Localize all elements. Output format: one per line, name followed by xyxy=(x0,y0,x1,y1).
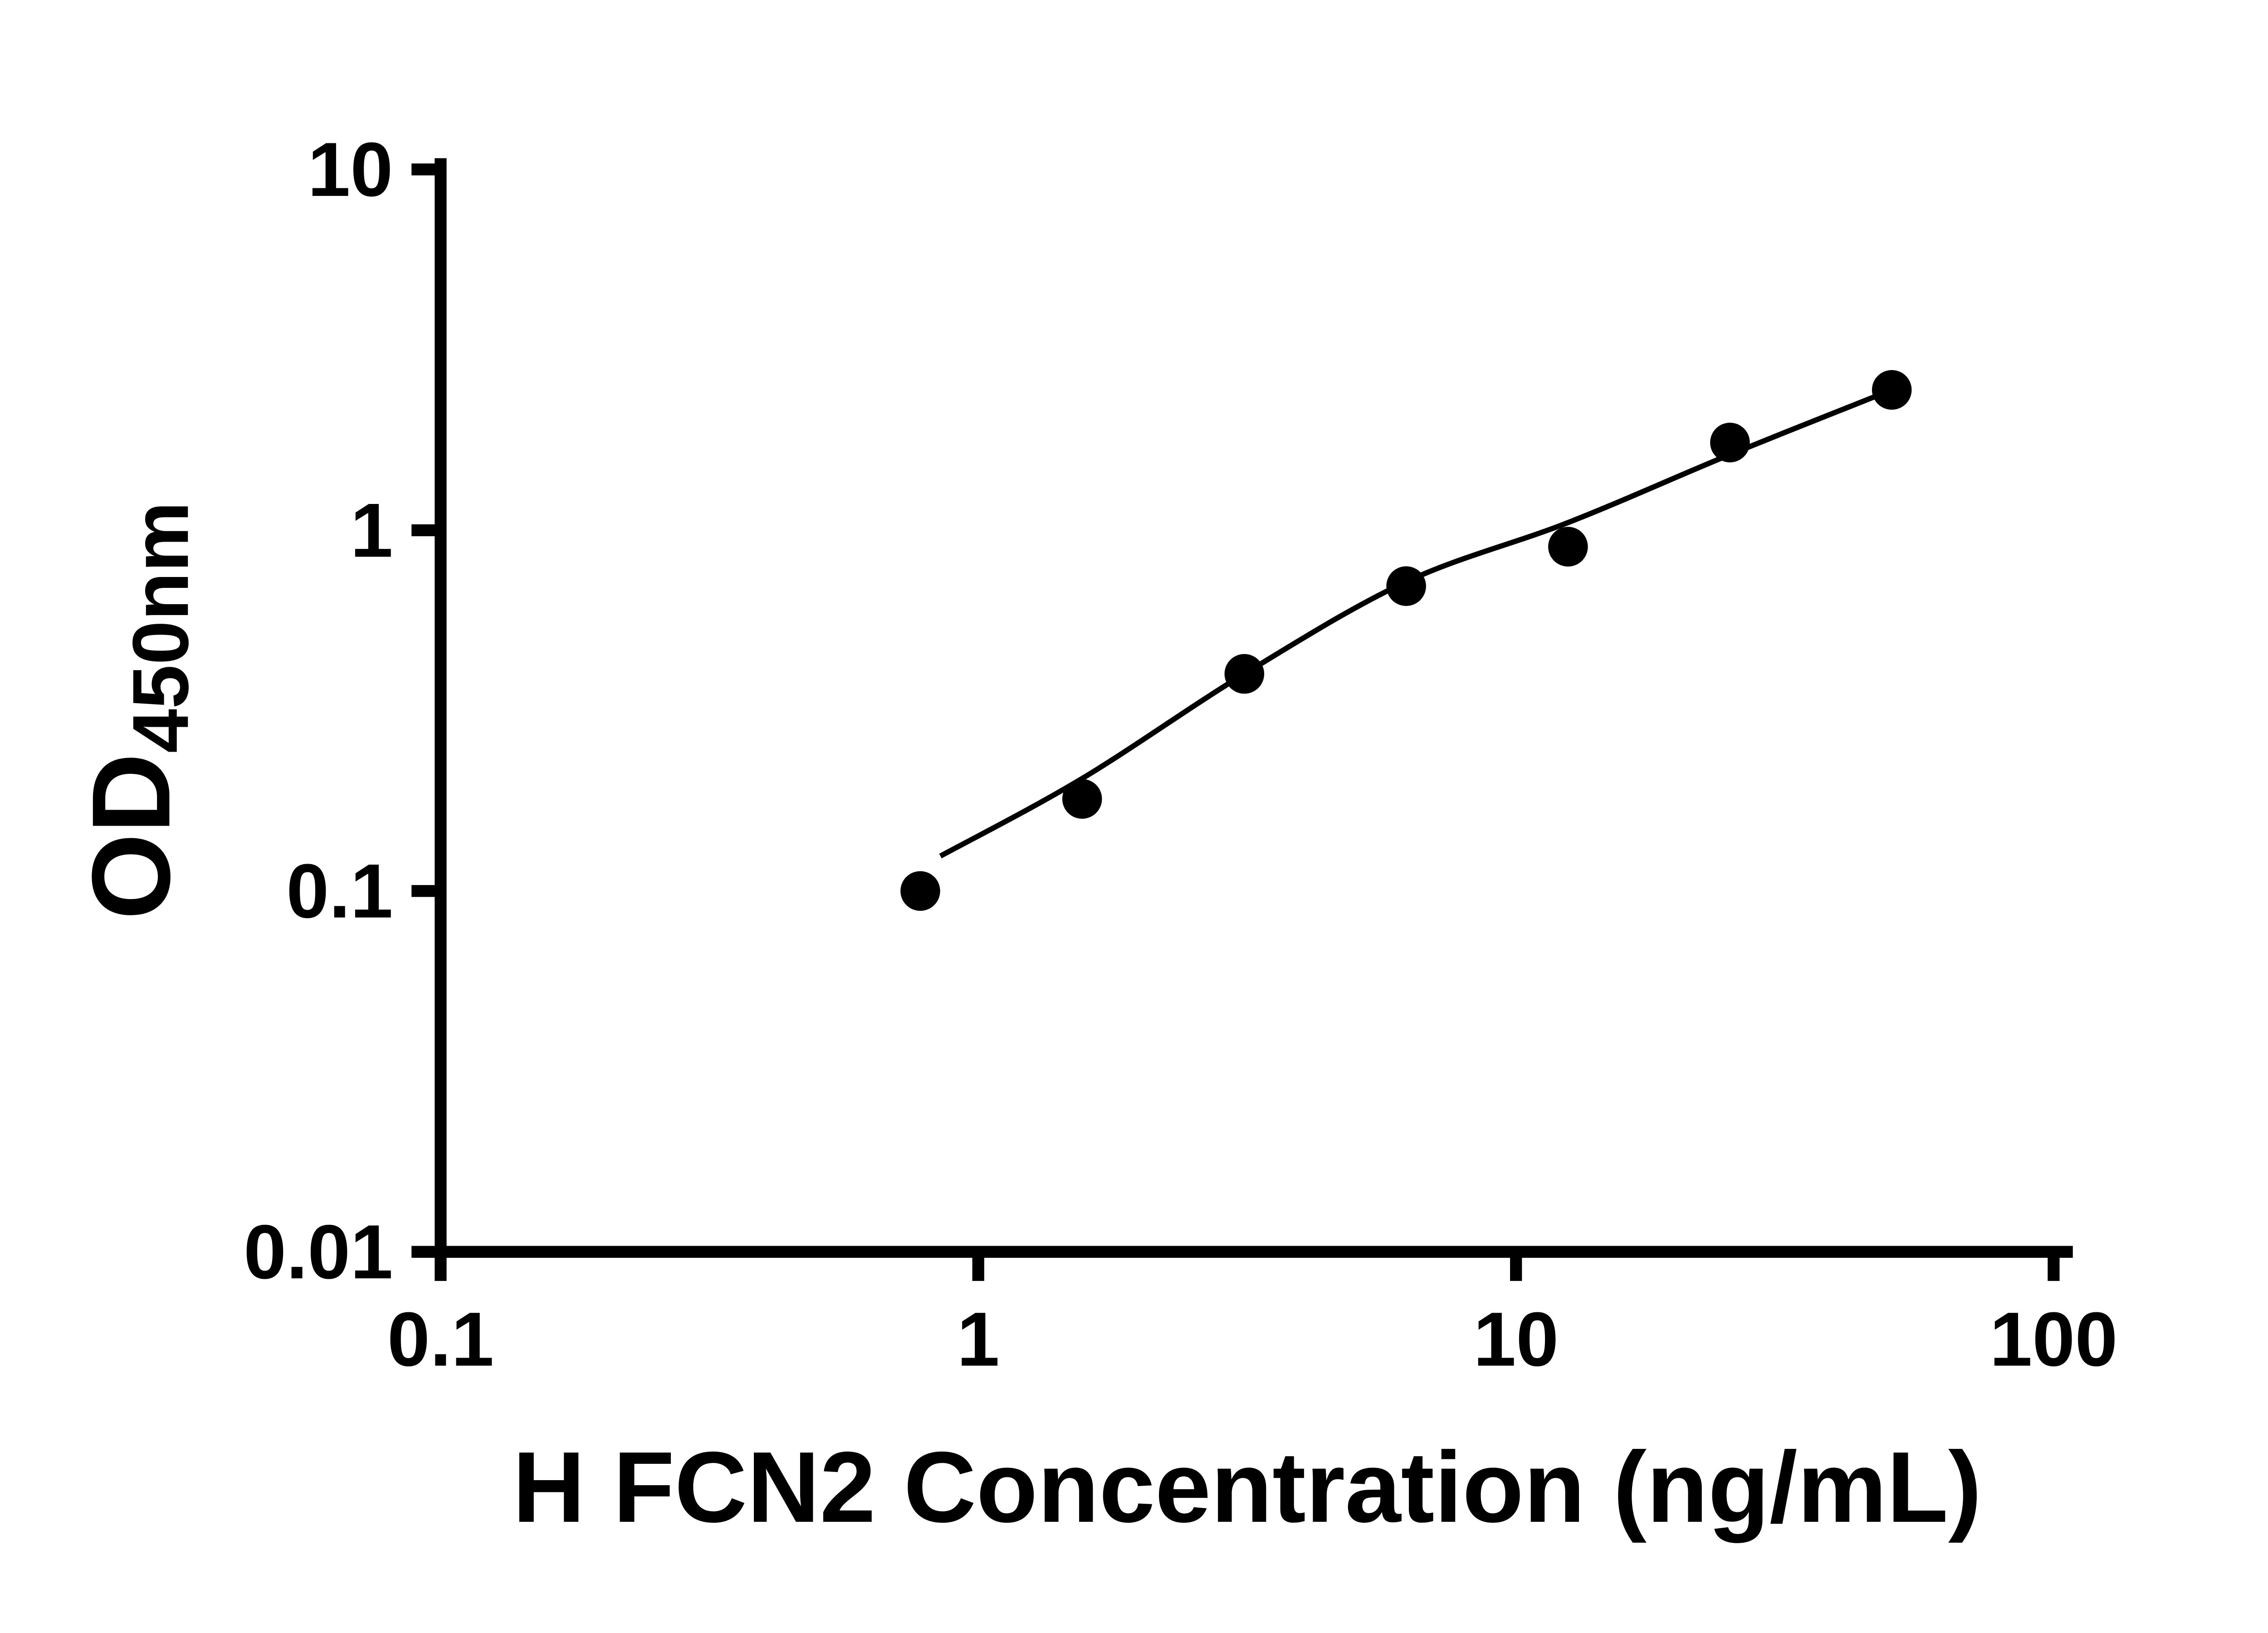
data-point xyxy=(900,871,940,911)
y-axis-title: OD450nm xyxy=(68,502,205,920)
y-axis-tick-label: 10 xyxy=(308,127,393,212)
data-point xyxy=(1710,422,1750,463)
data-point xyxy=(1224,654,1265,694)
data-point xyxy=(1386,566,1426,606)
x-axis-tick-label: 0.1 xyxy=(387,1296,494,1382)
y-axis-tick-label: 0.1 xyxy=(286,848,393,934)
x-axis-tick-label: 1 xyxy=(957,1296,1000,1382)
data-point xyxy=(1062,779,1102,819)
x-axis-tick-label: 10 xyxy=(1473,1296,1559,1382)
y-axis-tick-label: 1 xyxy=(350,487,393,573)
x-axis-title: H FCN2 Concentration (ng/mL) xyxy=(513,1431,1982,1543)
y-axis-tick-label: 0.01 xyxy=(244,1209,393,1295)
x-axis-tick-label: 100 xyxy=(1989,1296,2117,1382)
data-point xyxy=(1872,370,1912,410)
data-point xyxy=(1548,527,1588,567)
